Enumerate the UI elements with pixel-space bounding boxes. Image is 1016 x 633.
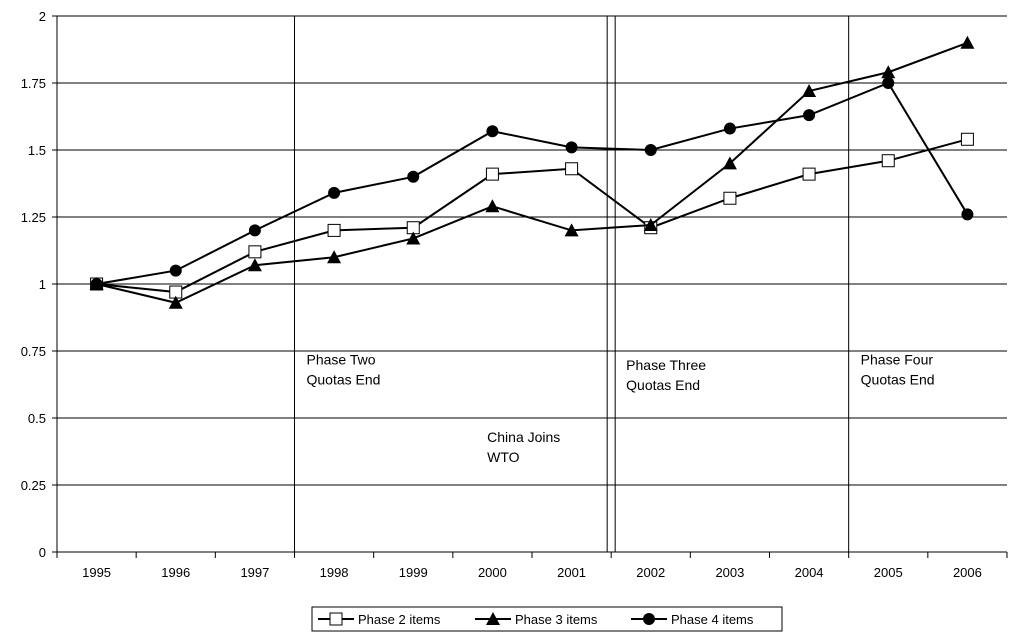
phase-two-quotas-end-label: Phase Two Quotas End	[307, 351, 381, 387]
data-point	[327, 250, 342, 264]
data-point	[485, 199, 500, 213]
data-point	[90, 278, 103, 290]
y-tick-label: 0	[39, 545, 46, 560]
series-line	[96, 138, 968, 294]
data-point	[248, 224, 261, 237]
data-point	[643, 218, 658, 232]
data-point	[723, 191, 737, 205]
y-tick-label: 0.25	[21, 478, 46, 493]
y-tick-label: 0.75	[21, 344, 46, 359]
y-tick-label: 1.75	[21, 76, 46, 91]
data-point	[564, 223, 579, 237]
x-tick-label: 2005	[874, 565, 903, 580]
legend-label: Phase 4 items	[671, 612, 754, 627]
legend-marker	[329, 612, 343, 626]
data-point	[803, 109, 816, 122]
series	[89, 35, 975, 309]
data-point	[882, 77, 895, 89]
data-point	[802, 167, 816, 181]
data-point	[565, 162, 579, 176]
x-tick-label: 2001	[557, 565, 586, 580]
y-tick-label: 0.5	[28, 411, 46, 426]
data-point	[723, 122, 736, 135]
phase-three-quotas-end-label: Phase Three Quotas End	[626, 357, 706, 393]
data-point	[644, 144, 657, 156]
x-tick-label: 2006	[953, 565, 982, 580]
axes: 0 0.25 0.5 0.75 1 1.25 1.5 1.75 2 1995 1996 1997 199…	[21, 9, 1008, 580]
x-tick-label: 1996	[161, 565, 190, 580]
data-point	[881, 154, 895, 168]
legend-box	[311, 606, 783, 632]
y-tick-label: 2	[39, 9, 46, 24]
data-point	[168, 295, 183, 309]
x-tick-label: 1995	[82, 565, 111, 580]
data-point	[486, 125, 499, 138]
x-tick-label: 2002	[636, 565, 665, 580]
x-tick-label: 2000	[478, 565, 507, 580]
data-point	[327, 223, 341, 237]
data-point	[881, 65, 896, 79]
x-tick-label: 2003	[715, 565, 744, 580]
series-line	[96, 41, 968, 304]
data-point	[960, 132, 974, 146]
y-tick-label: 1	[39, 277, 46, 292]
data-point	[328, 186, 341, 199]
data-point	[169, 264, 182, 277]
data-point	[565, 141, 578, 154]
gridlines	[57, 15, 1007, 486]
data-point	[485, 167, 499, 181]
x-tick-label: 1999	[399, 565, 428, 580]
data-point	[961, 208, 974, 221]
y-tick-label: 1.5	[28, 143, 46, 158]
data-point	[248, 245, 262, 259]
legend-marker	[643, 613, 655, 625]
series-phase-4-items	[90, 77, 974, 290]
series-line	[96, 81, 969, 285]
data-point	[247, 258, 262, 272]
data-point	[960, 35, 975, 49]
x-tick-label: 2004	[795, 565, 824, 580]
legend-label: Phase 3 items	[515, 612, 598, 627]
data-point	[407, 170, 420, 183]
data-point	[722, 156, 737, 170]
china-joins-wto-label: China Joins WTO	[487, 429, 560, 465]
event-markers: Phase Two Quotas End China Joins WTO Phase T…	[294, 16, 935, 552]
x-tick-label: 1998	[320, 565, 349, 580]
series-phase-3-items	[89, 35, 975, 309]
legend: Phase 2 items Phase 3 items Phase 4 items	[311, 606, 783, 632]
data-point	[802, 84, 817, 98]
phase-four-quotas-end-label: Phase Four Quotas End	[861, 351, 935, 387]
legend-label: Phase 2 items	[358, 612, 441, 627]
data-point	[406, 231, 421, 245]
x-tick-label: 1997	[240, 565, 269, 580]
series-phase-2-items	[90, 132, 974, 299]
legend-marker	[486, 612, 500, 625]
y-tick-label: 1.25	[21, 210, 46, 225]
